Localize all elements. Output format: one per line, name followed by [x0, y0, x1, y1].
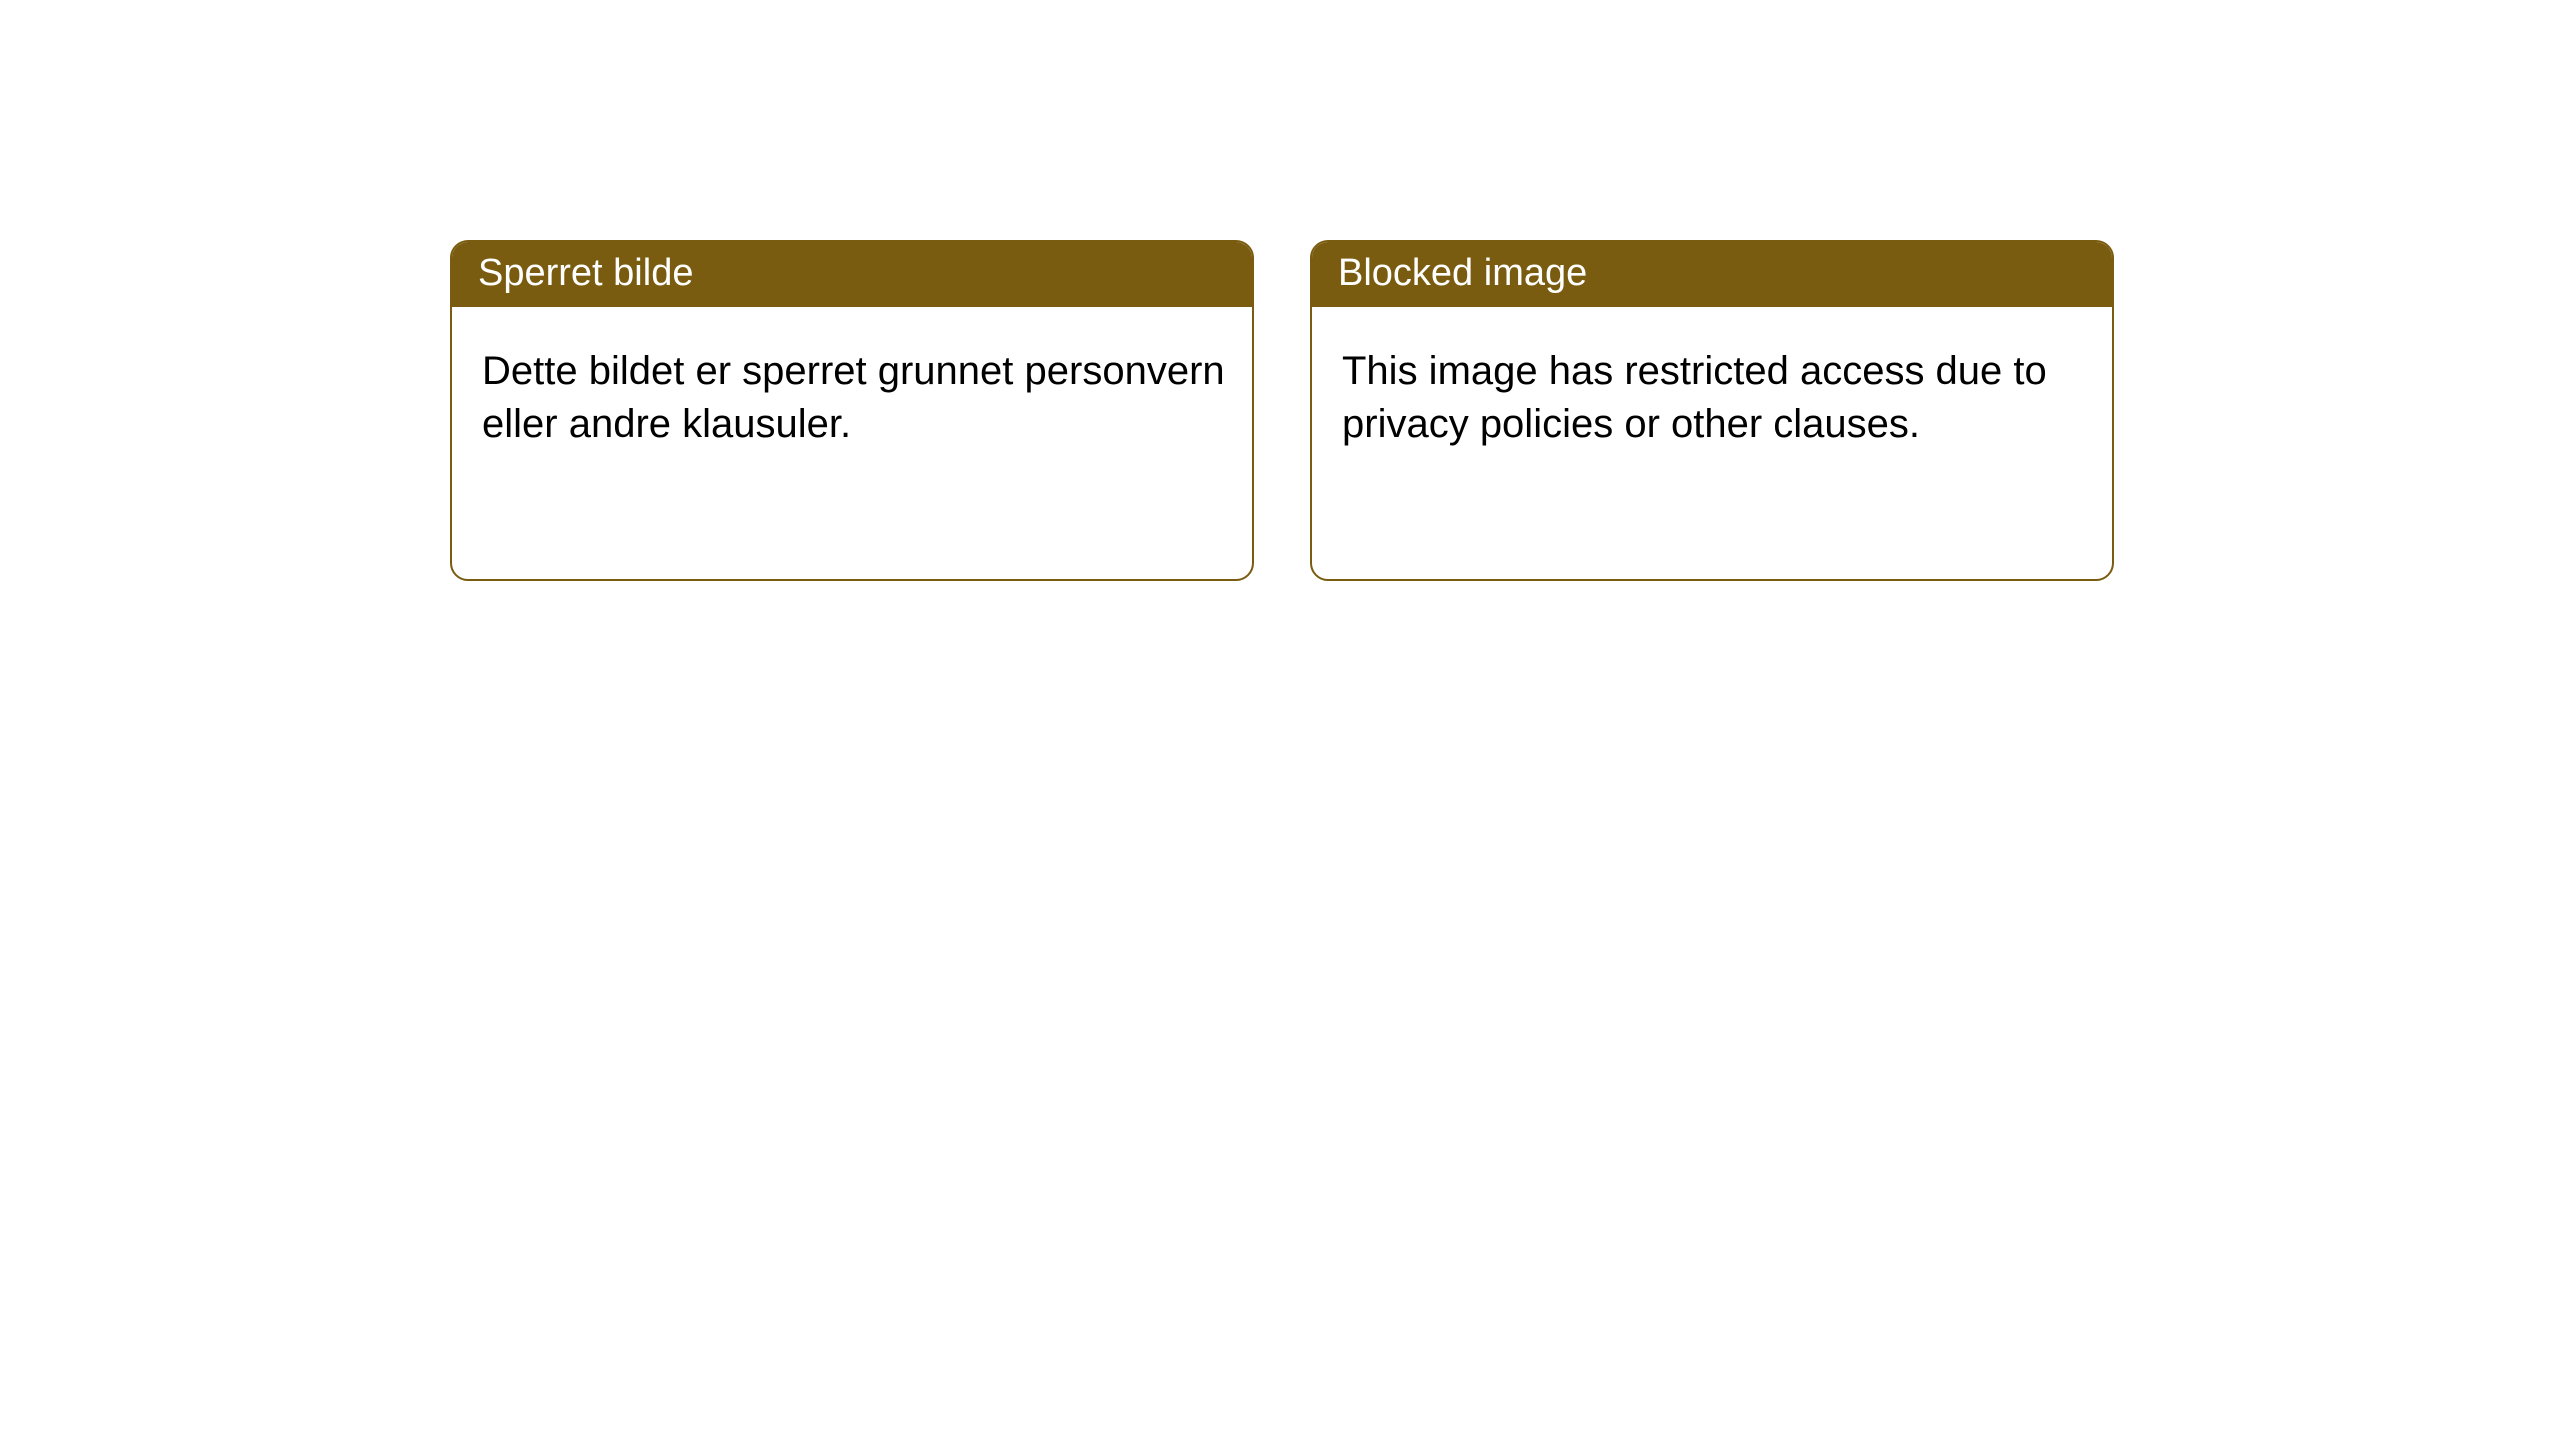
notice-title: Sperret bilde [452, 242, 1252, 307]
notice-container: Sperret bilde Dette bildet er sperret gr… [0, 0, 2560, 581]
notice-body: Dette bildet er sperret grunnet personve… [452, 307, 1252, 579]
notice-title: Blocked image [1312, 242, 2112, 307]
notice-body: This image has restricted access due to … [1312, 307, 2112, 579]
notice-card-english: Blocked image This image has restricted … [1310, 240, 2114, 581]
notice-card-norwegian: Sperret bilde Dette bildet er sperret gr… [450, 240, 1254, 581]
